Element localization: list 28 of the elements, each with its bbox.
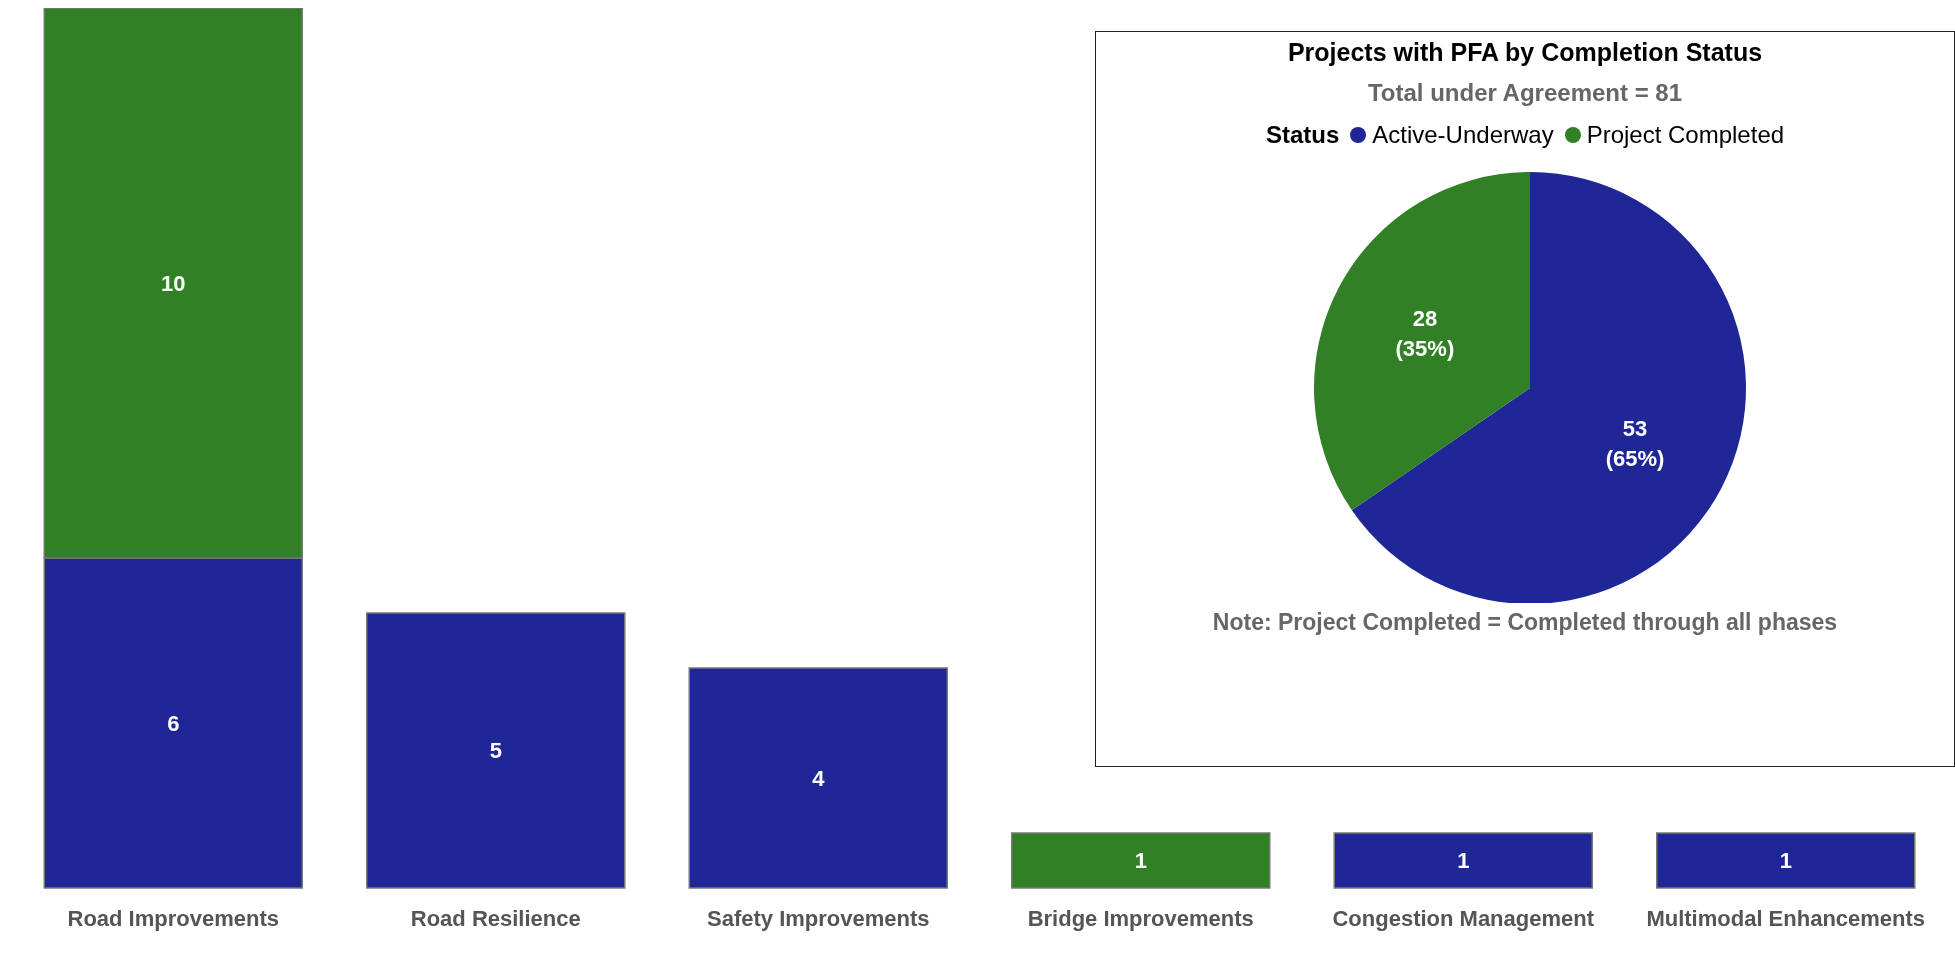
bar — [1656, 832, 1916, 889]
pie-slice — [1314, 172, 1530, 511]
x-tick-label: Bridge Improvements — [1027, 905, 1254, 931]
bar — [1011, 832, 1271, 889]
annotation: Note: Project Completed = Completed through all phases — [1211, 609, 1839, 636]
bar — [1333, 832, 1593, 889]
data-label: 6 — [167, 710, 180, 736]
pie-slice — [1351, 172, 1746, 603]
bar — [366, 612, 626, 889]
bar — [688, 667, 948, 889]
data-label: 10 — [161, 270, 186, 296]
legend-label: Active-Underway — [1372, 121, 1554, 149]
legend-label: Project Completed — [1586, 121, 1785, 149]
chart-title: Projects with PFA by Completion Status — [1286, 38, 1764, 67]
x-tick-label: Congestion Management — [1332, 905, 1595, 931]
data-label: 53 (65%) — [1605, 416, 1665, 472]
chart-subtitle: Total under Agreement = 81 — [1366, 79, 1684, 107]
data-label: 1 — [1779, 848, 1792, 874]
x-tick-label: Road Resilience — [410, 905, 581, 931]
legend-title: Status — [1265, 121, 1340, 149]
x-tick-label: Multimodal Enhancements — [1646, 905, 1926, 931]
data-label: 28 (35%) — [1395, 305, 1455, 361]
x-tick-label: Road Improvements — [67, 905, 279, 931]
data-label: 5 — [489, 738, 502, 764]
data-label: 1 — [1457, 848, 1470, 874]
data-label: 1 — [1134, 848, 1147, 874]
x-tick-label: Safety Improvements — [706, 905, 930, 931]
data-label: 4 — [812, 765, 826, 791]
